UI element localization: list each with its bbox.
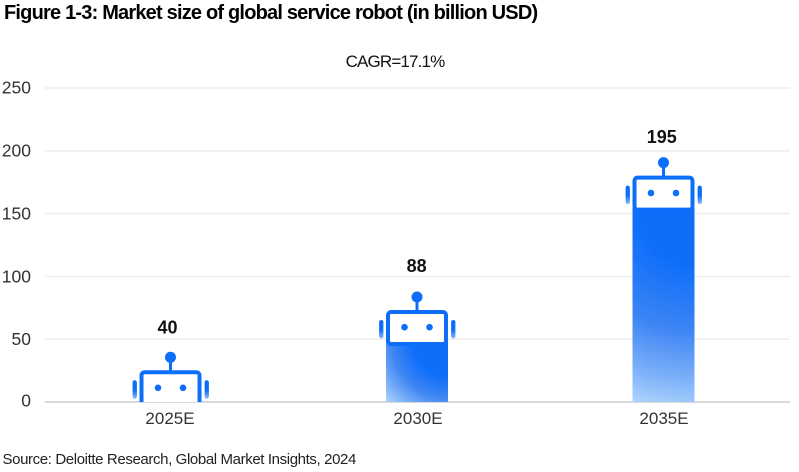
svg-text:200: 200 (2, 141, 31, 161)
svg-text:50: 50 (12, 329, 32, 349)
svg-text:100: 100 (2, 267, 31, 287)
svg-text:Source: Deloitte Research, Glo: Source: Deloitte Research, Global Market… (3, 451, 356, 468)
svg-text:2030E: 2030E (393, 409, 442, 428)
svg-text:Figure 1-3: Market size of glo: Figure 1-3: Market size of global servic… (4, 2, 537, 24)
svg-text:CAGR=17.1%: CAGR=17.1% (346, 52, 445, 71)
svg-text:150: 150 (2, 204, 31, 224)
svg-text:0: 0 (21, 391, 31, 411)
svg-text:2025E: 2025E (145, 409, 194, 428)
svg-text:2035E: 2035E (639, 409, 688, 428)
svg-text:250: 250 (2, 78, 31, 98)
svg-text:88: 88 (407, 256, 427, 276)
svg-text:40: 40 (157, 318, 177, 338)
svg-text:195: 195 (647, 127, 677, 147)
